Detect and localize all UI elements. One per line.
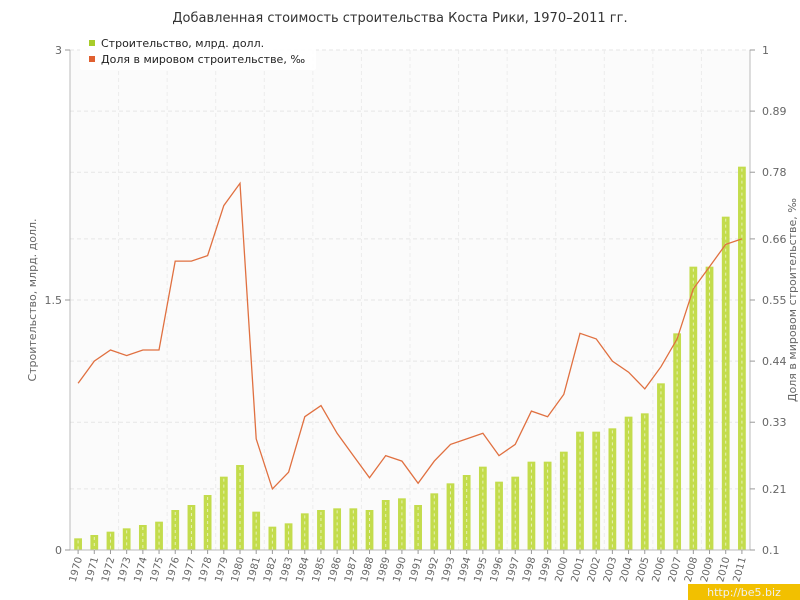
legend-swatch-construction — [89, 40, 95, 46]
x-tick-label: 2000 — [553, 556, 570, 583]
x-tick-label: 2008 — [683, 556, 700, 583]
x-tick-label: 1972 — [100, 556, 117, 583]
bar-1990 — [398, 498, 406, 550]
bar-1970 — [74, 538, 82, 550]
x-tick-label: 2011 — [732, 556, 749, 583]
y-left-tick-label: 3 — [55, 44, 62, 57]
x-tick-label: 1991 — [408, 556, 425, 583]
legend-label-construction: Строительство, млрд. долл. — [101, 37, 264, 50]
bar-1979 — [219, 476, 228, 550]
x-tick-label: 1982 — [262, 556, 279, 583]
x-tick-label: 1989 — [375, 556, 392, 583]
x-tick-label: 2004 — [618, 556, 635, 583]
legend-label-share: Доля в мировом строительстве, ‰ — [101, 53, 305, 66]
x-tick-label: 2009 — [699, 556, 716, 583]
y-right-tick-label: 0.33 — [762, 416, 787, 429]
line-layer — [77, 181, 743, 491]
y-left-tick-label: 0 — [55, 544, 62, 557]
y-right-tick-label: 0.89 — [762, 105, 787, 118]
bar-1994 — [462, 475, 471, 550]
y-right-tick-label: 0.21 — [762, 483, 787, 496]
bar-1989 — [381, 500, 390, 550]
x-tick-label: 2003 — [602, 556, 619, 583]
x-tick-label: 1986 — [327, 556, 344, 583]
x-tick-label: 1971 — [84, 556, 101, 583]
x-tick-label: 1970 — [68, 556, 85, 583]
y-right-tick-label: 0.78 — [762, 166, 787, 179]
x-tick-label: 1990 — [392, 556, 409, 583]
bar-2001 — [576, 431, 584, 550]
x-tick-label: 2005 — [634, 556, 651, 583]
x-tick-label: 2006 — [651, 556, 668, 583]
bar-2002 — [592, 431, 601, 550]
x-tick-label: 2007 — [667, 556, 684, 583]
line-series-share — [77, 181, 743, 491]
y-axis-left-title: Строительство, млрд. долл. — [26, 218, 39, 381]
x-tick-label: 1975 — [149, 556, 166, 583]
y-left-tick-label: 1.5 — [45, 294, 63, 307]
legend-box — [80, 36, 316, 70]
y-right-tick-label: 1 — [762, 44, 769, 57]
bar-1981 — [252, 511, 261, 550]
x-tick-label: 1995 — [473, 556, 490, 583]
bar-2003 — [608, 428, 617, 550]
y-axis-right-title: Доля в мировом строительстве, ‰ — [786, 198, 799, 402]
x-tick-label: 1993 — [440, 556, 457, 583]
bar-1980 — [236, 465, 244, 550]
x-tick-label: 1999 — [537, 556, 554, 583]
x-tick-label: 2010 — [715, 556, 732, 583]
x-tick-label: 1988 — [359, 556, 376, 583]
x-tick-label: 1974 — [133, 556, 150, 583]
x-tick-label: 2001 — [570, 556, 587, 583]
x-tick-label: 2002 — [586, 556, 603, 583]
x-tick-label: 1994 — [456, 556, 473, 583]
x-tick-label: 1973 — [116, 556, 133, 583]
watermark-text: http://be5.biz — [707, 586, 781, 599]
y-right-tick-label: 0.55 — [762, 294, 787, 307]
watermark-bg — [688, 584, 800, 600]
x-tick-label: 1977 — [181, 556, 198, 583]
chart-title: Добавленная стоимость строительства Кост… — [172, 11, 627, 26]
legend-swatch-share — [89, 56, 95, 62]
x-tick-label: 1987 — [343, 556, 360, 583]
x-tick-label: 1980 — [230, 556, 247, 583]
x-tick-label: 1992 — [424, 556, 441, 583]
bar-1984 — [300, 513, 309, 550]
bar-1983 — [284, 523, 293, 550]
bar-1997 — [511, 476, 520, 550]
legend: Строительство, млрд. долл. Доля в мирово… — [80, 36, 316, 70]
x-tick-label: 1983 — [278, 556, 295, 583]
bar-1982 — [268, 526, 277, 550]
x-tick-label: 1979 — [213, 556, 230, 583]
x-tick-label: 1997 — [505, 556, 522, 583]
y-right-tick-label: 0.66 — [762, 233, 787, 246]
x-tick-label: 1976 — [165, 556, 182, 583]
x-tick-label: 1998 — [521, 556, 538, 583]
bar-2000 — [559, 451, 568, 550]
bar-2007 — [673, 333, 682, 550]
bar-2004 — [624, 416, 633, 550]
x-tick-label: 1984 — [294, 556, 311, 583]
x-tick-label: 1978 — [197, 556, 214, 583]
bar-1995 — [478, 466, 487, 550]
bar-2011 — [738, 166, 746, 550]
x-tick-label: 1996 — [489, 556, 506, 583]
x-tick-label: 1981 — [246, 556, 263, 583]
bar-2006 — [657, 383, 665, 550]
bar-1974 — [138, 525, 147, 550]
y-right-tick-label: 0.1 — [762, 544, 780, 557]
watermark: http://be5.biz — [688, 584, 800, 600]
x-tick-label: 1985 — [311, 556, 328, 583]
y-right-tick-label: 0.44 — [762, 355, 787, 368]
bars-layer — [74, 166, 746, 550]
bar-1971 — [90, 535, 99, 550]
